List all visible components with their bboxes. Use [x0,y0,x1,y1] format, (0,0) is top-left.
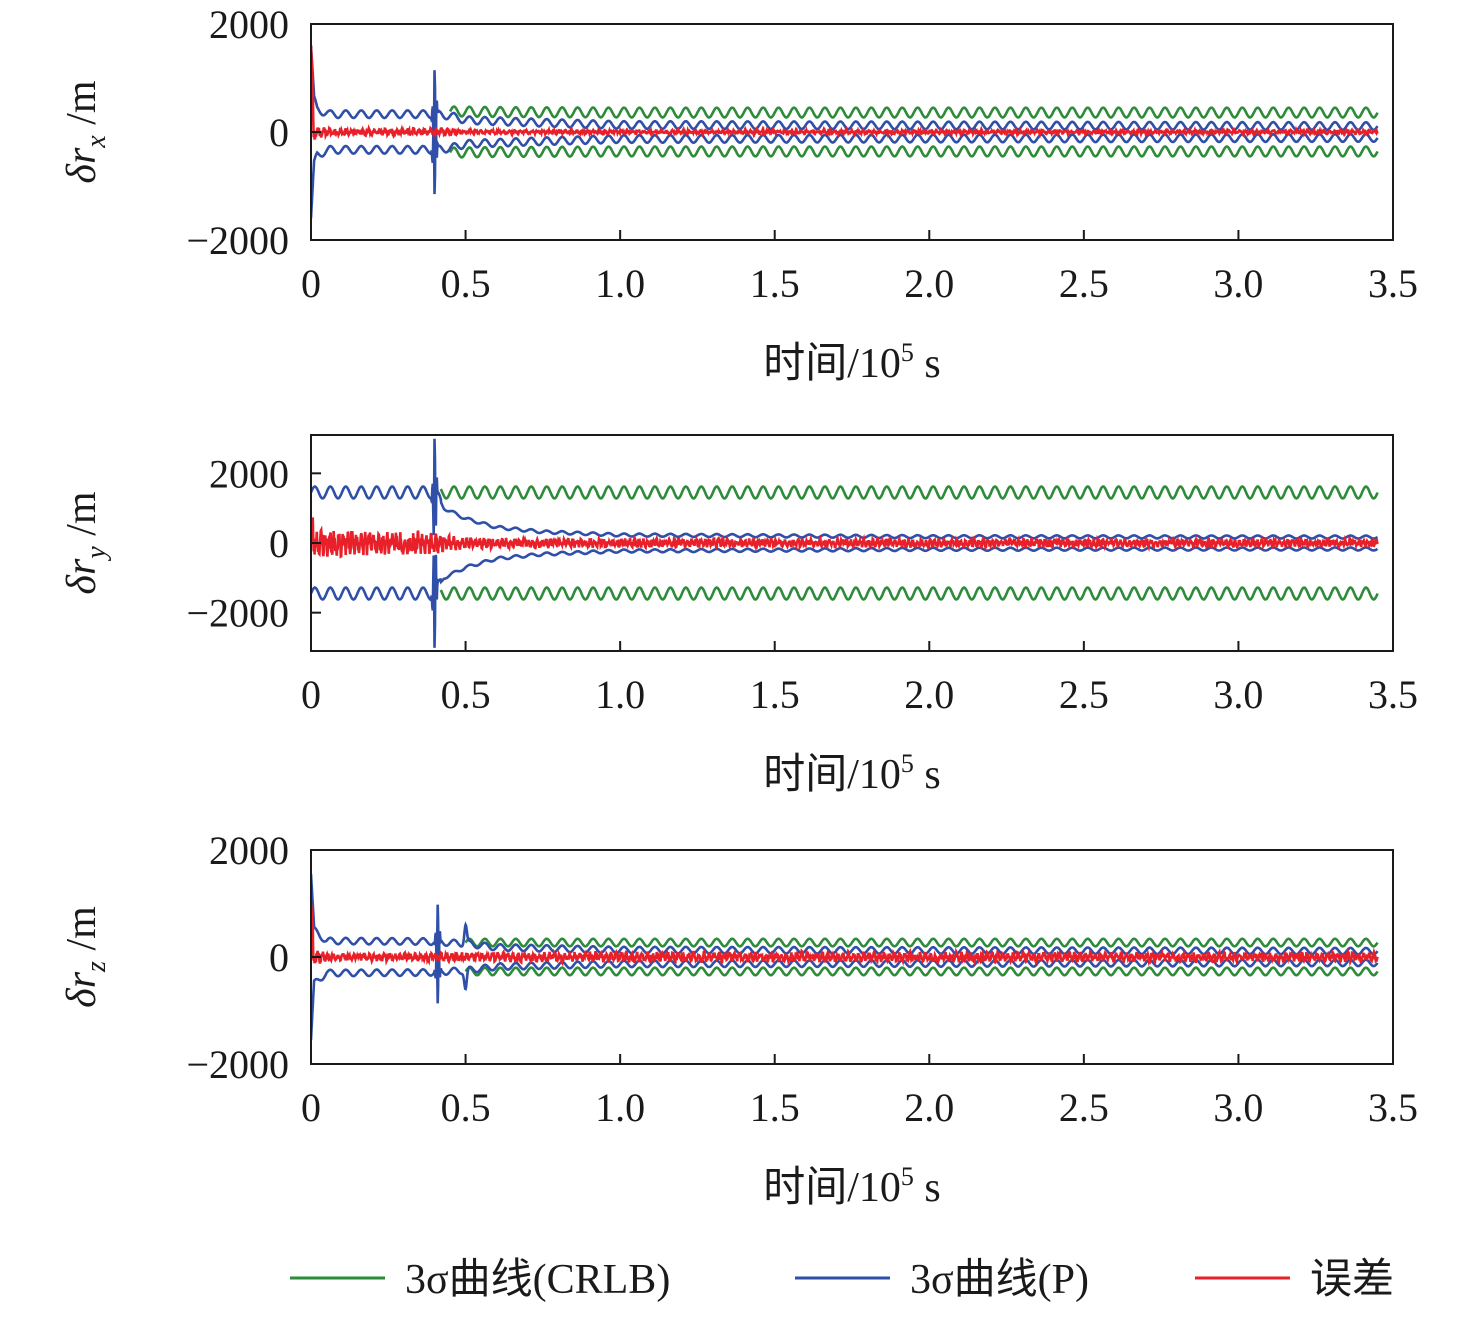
x-axis-label: 时间/105 s [763,749,941,798]
x-tick-label: 0.5 [441,1085,491,1130]
x-tick-label: 3.5 [1368,1085,1418,1130]
x-tick-label: 2.0 [904,672,954,717]
plot-area [311,438,1379,648]
x-tick-label: 1.0 [595,1085,645,1130]
x-tick-label: 1.5 [750,261,800,306]
series-line-crlb-upper [448,105,1379,119]
y-tick-label: 0 [269,935,289,980]
series-line-crlb-upper [439,485,1379,500]
y-tick-label: 2000 [209,828,289,873]
series-line-p-lower [311,118,1379,219]
x-tick-label: 3.5 [1368,672,1418,717]
x-tick-label: 3.0 [1213,1085,1263,1130]
y-axis-label: δrx /m [59,80,112,183]
x-tick-label: 0 [301,672,321,717]
y-axis-label: δrz /m [59,906,112,1008]
y-tick-label: 2000 [209,2,289,47]
x-tick-label: 0 [301,261,321,306]
x-tick-label: 0.5 [441,261,491,306]
series-line-crlb-lower [464,966,1379,977]
y-axis-label: δry /m [59,491,112,594]
x-tick-label: 2.5 [1059,672,1109,717]
series-line-p-upper [311,438,1379,540]
y-tick-label: −2000 [186,218,289,263]
legend-label: 误差 [1310,1257,1394,1303]
y-tick-label: 2000 [209,451,289,496]
legend-label: 3σ曲线(CRLB) [405,1257,670,1303]
x-tick-label: 3.0 [1213,261,1263,306]
series-line-p-upper [311,45,1379,149]
x-tick-label: 3.0 [1213,672,1263,717]
series-line-error [311,45,1379,141]
y-tick-label: −2000 [186,1042,289,1087]
x-tick-label: 3.5 [1368,261,1418,306]
series-line-error [311,517,1379,559]
x-axis-label: 时间/105 s [763,1162,941,1211]
chart-panel-2: 0 0.5 1.0 1.5 2.0 2.5 3.0 3.5 2000 0 −2000 时间/105 s… [59,434,1418,798]
y-tick-label: 0 [269,521,289,566]
chart-panel-3: 0 0.5 1.0 1.5 2.0 2.5 3.0 3.5 2000 0 −2000 时间/105 s… [59,828,1418,1211]
x-tick-label: 2.0 [904,1085,954,1130]
x-tick-label: 1.5 [750,1085,800,1130]
series-line-crlb-lower [448,145,1379,159]
legend: 3σ曲线(CRLB) 3σ曲线(P) 误差 [290,1257,1394,1303]
x-tick-label: 1.0 [595,261,645,306]
x-tick-label: 2.5 [1059,1085,1109,1130]
series-line-error [311,903,1379,967]
x-tick-label: 0.5 [441,672,491,717]
x-tick-label: 2.5 [1059,261,1109,306]
series-line-crlb-lower [439,586,1379,601]
series-line-crlb-upper [464,937,1379,948]
y-tick-label: −2000 [186,591,289,636]
y-tick-label: 0 [269,110,289,155]
legend-label: 3σ曲线(P) [910,1257,1089,1303]
plot-area [311,45,1379,219]
series-line-p-upper [311,874,1379,965]
series-line-p-lower [311,546,1379,648]
chart-panel-1: 0 0.5 1.0 1.5 2.0 2.5 3.0 3.5 2000 0 −2000 时间/105 s… [59,2,1418,387]
x-tick-label: 2.0 [904,261,954,306]
x-axis-label: 时间/105 s [763,338,941,387]
x-tick-label: 0 [301,1085,321,1130]
x-tick-label: 1.0 [595,672,645,717]
x-tick-label: 1.5 [750,672,800,717]
plot-area [311,874,1379,1040]
series-line-p-lower [311,944,1379,1040]
